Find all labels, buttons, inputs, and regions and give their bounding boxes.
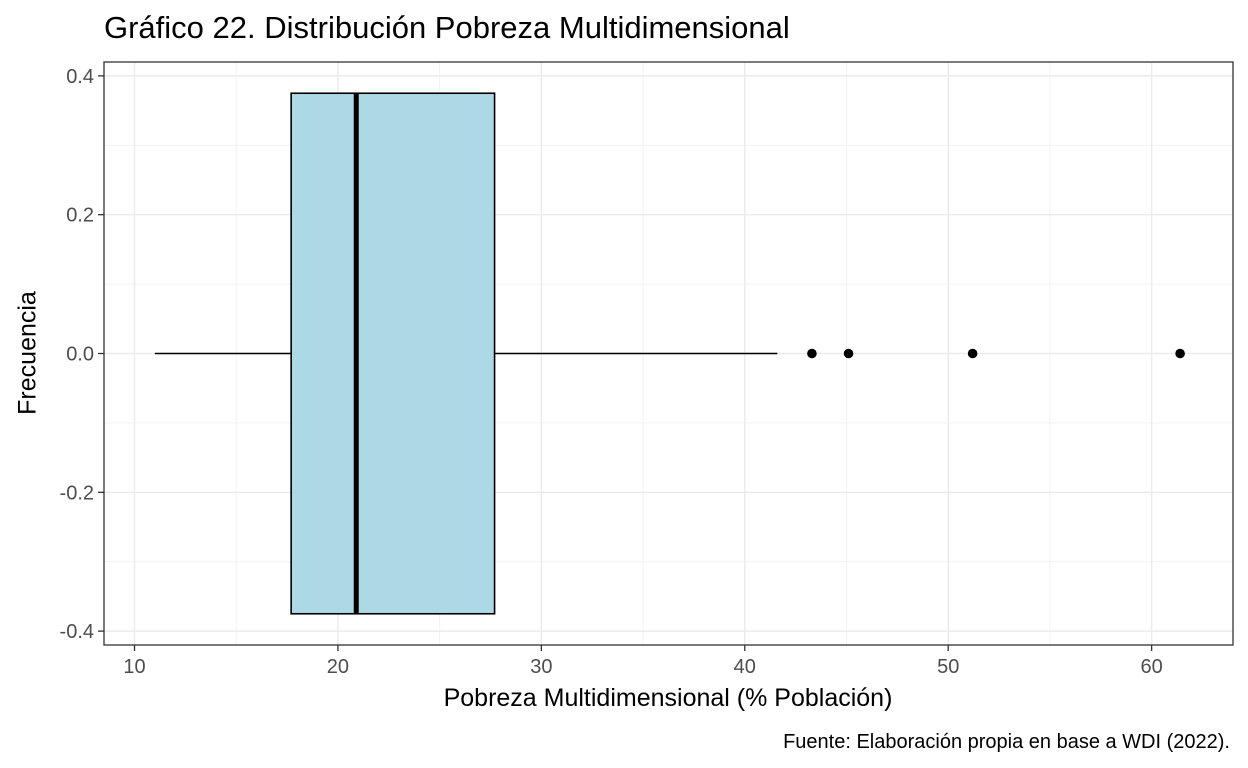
outlier-point [967, 348, 978, 359]
x-axis-label: Pobreza Multidimensional (% Población) [443, 684, 893, 712]
y-tick-label: 0.0 [66, 344, 94, 366]
outlier-point [807, 348, 817, 359]
y-tick-label: 0.4 [66, 66, 94, 88]
x-tick-label: 10 [123, 656, 145, 678]
outlier-point [1175, 348, 1185, 359]
x-tick-label: 30 [530, 656, 552, 678]
boxplot-marks [154, 92, 1185, 615]
x-tick-label: 60 [1141, 656, 1163, 678]
chart-caption: Fuente: Elaboración propia en base a WDI… [783, 731, 1230, 753]
y-tick-label: -0.4 [60, 621, 94, 643]
outlier-point [843, 348, 854, 359]
y-tick-label: 0.2 [66, 205, 94, 227]
x-tick-label: 50 [937, 656, 959, 678]
x-tick-label: 20 [327, 656, 349, 678]
y-tick-label: -0.2 [60, 482, 94, 504]
x-tick-label: 40 [734, 656, 756, 678]
interquartile-box [290, 92, 496, 615]
axes: 10 20 30 40 50 60 -0.4 -0.2 0.0 0.2 0.4 [60, 66, 1163, 678]
chart-title: Gráfico 22. Distribución Pobreza Multidi… [104, 10, 790, 45]
